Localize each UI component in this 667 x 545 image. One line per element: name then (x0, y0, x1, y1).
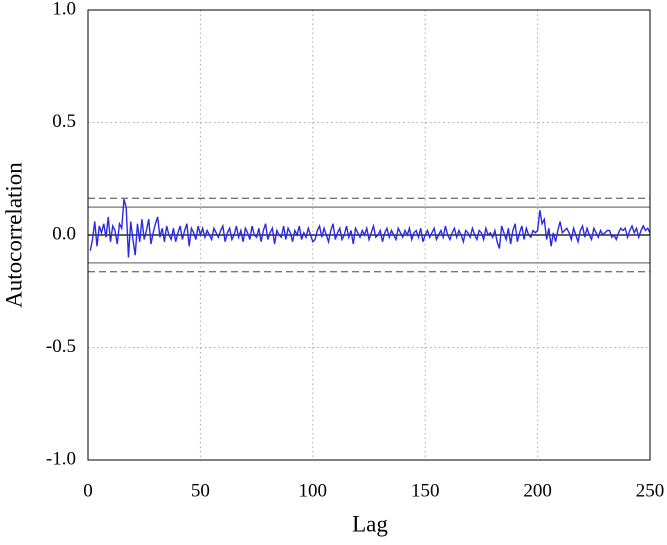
y-axis-label: Autocorrelation (1, 162, 26, 308)
series-line (89, 198, 651, 258)
y-tick-label: -0.5 (46, 336, 76, 357)
x-tick-label: 100 (299, 480, 328, 501)
x-tick-label: 200 (523, 480, 552, 501)
x-tick-label: 0 (83, 480, 93, 501)
x-axis-label: Lag (352, 511, 388, 536)
y-tick-label: 0.0 (52, 223, 76, 244)
x-tick-label: 50 (191, 480, 210, 501)
x-tick-label: 250 (636, 480, 665, 501)
plot-frame (87, 9, 651, 461)
y-tick-label: 0.5 (52, 111, 76, 132)
y-tick-label: -1.0 (46, 448, 76, 469)
x-tick-label: 150 (411, 480, 440, 501)
y-tick-label: 1.0 (52, 0, 76, 19)
